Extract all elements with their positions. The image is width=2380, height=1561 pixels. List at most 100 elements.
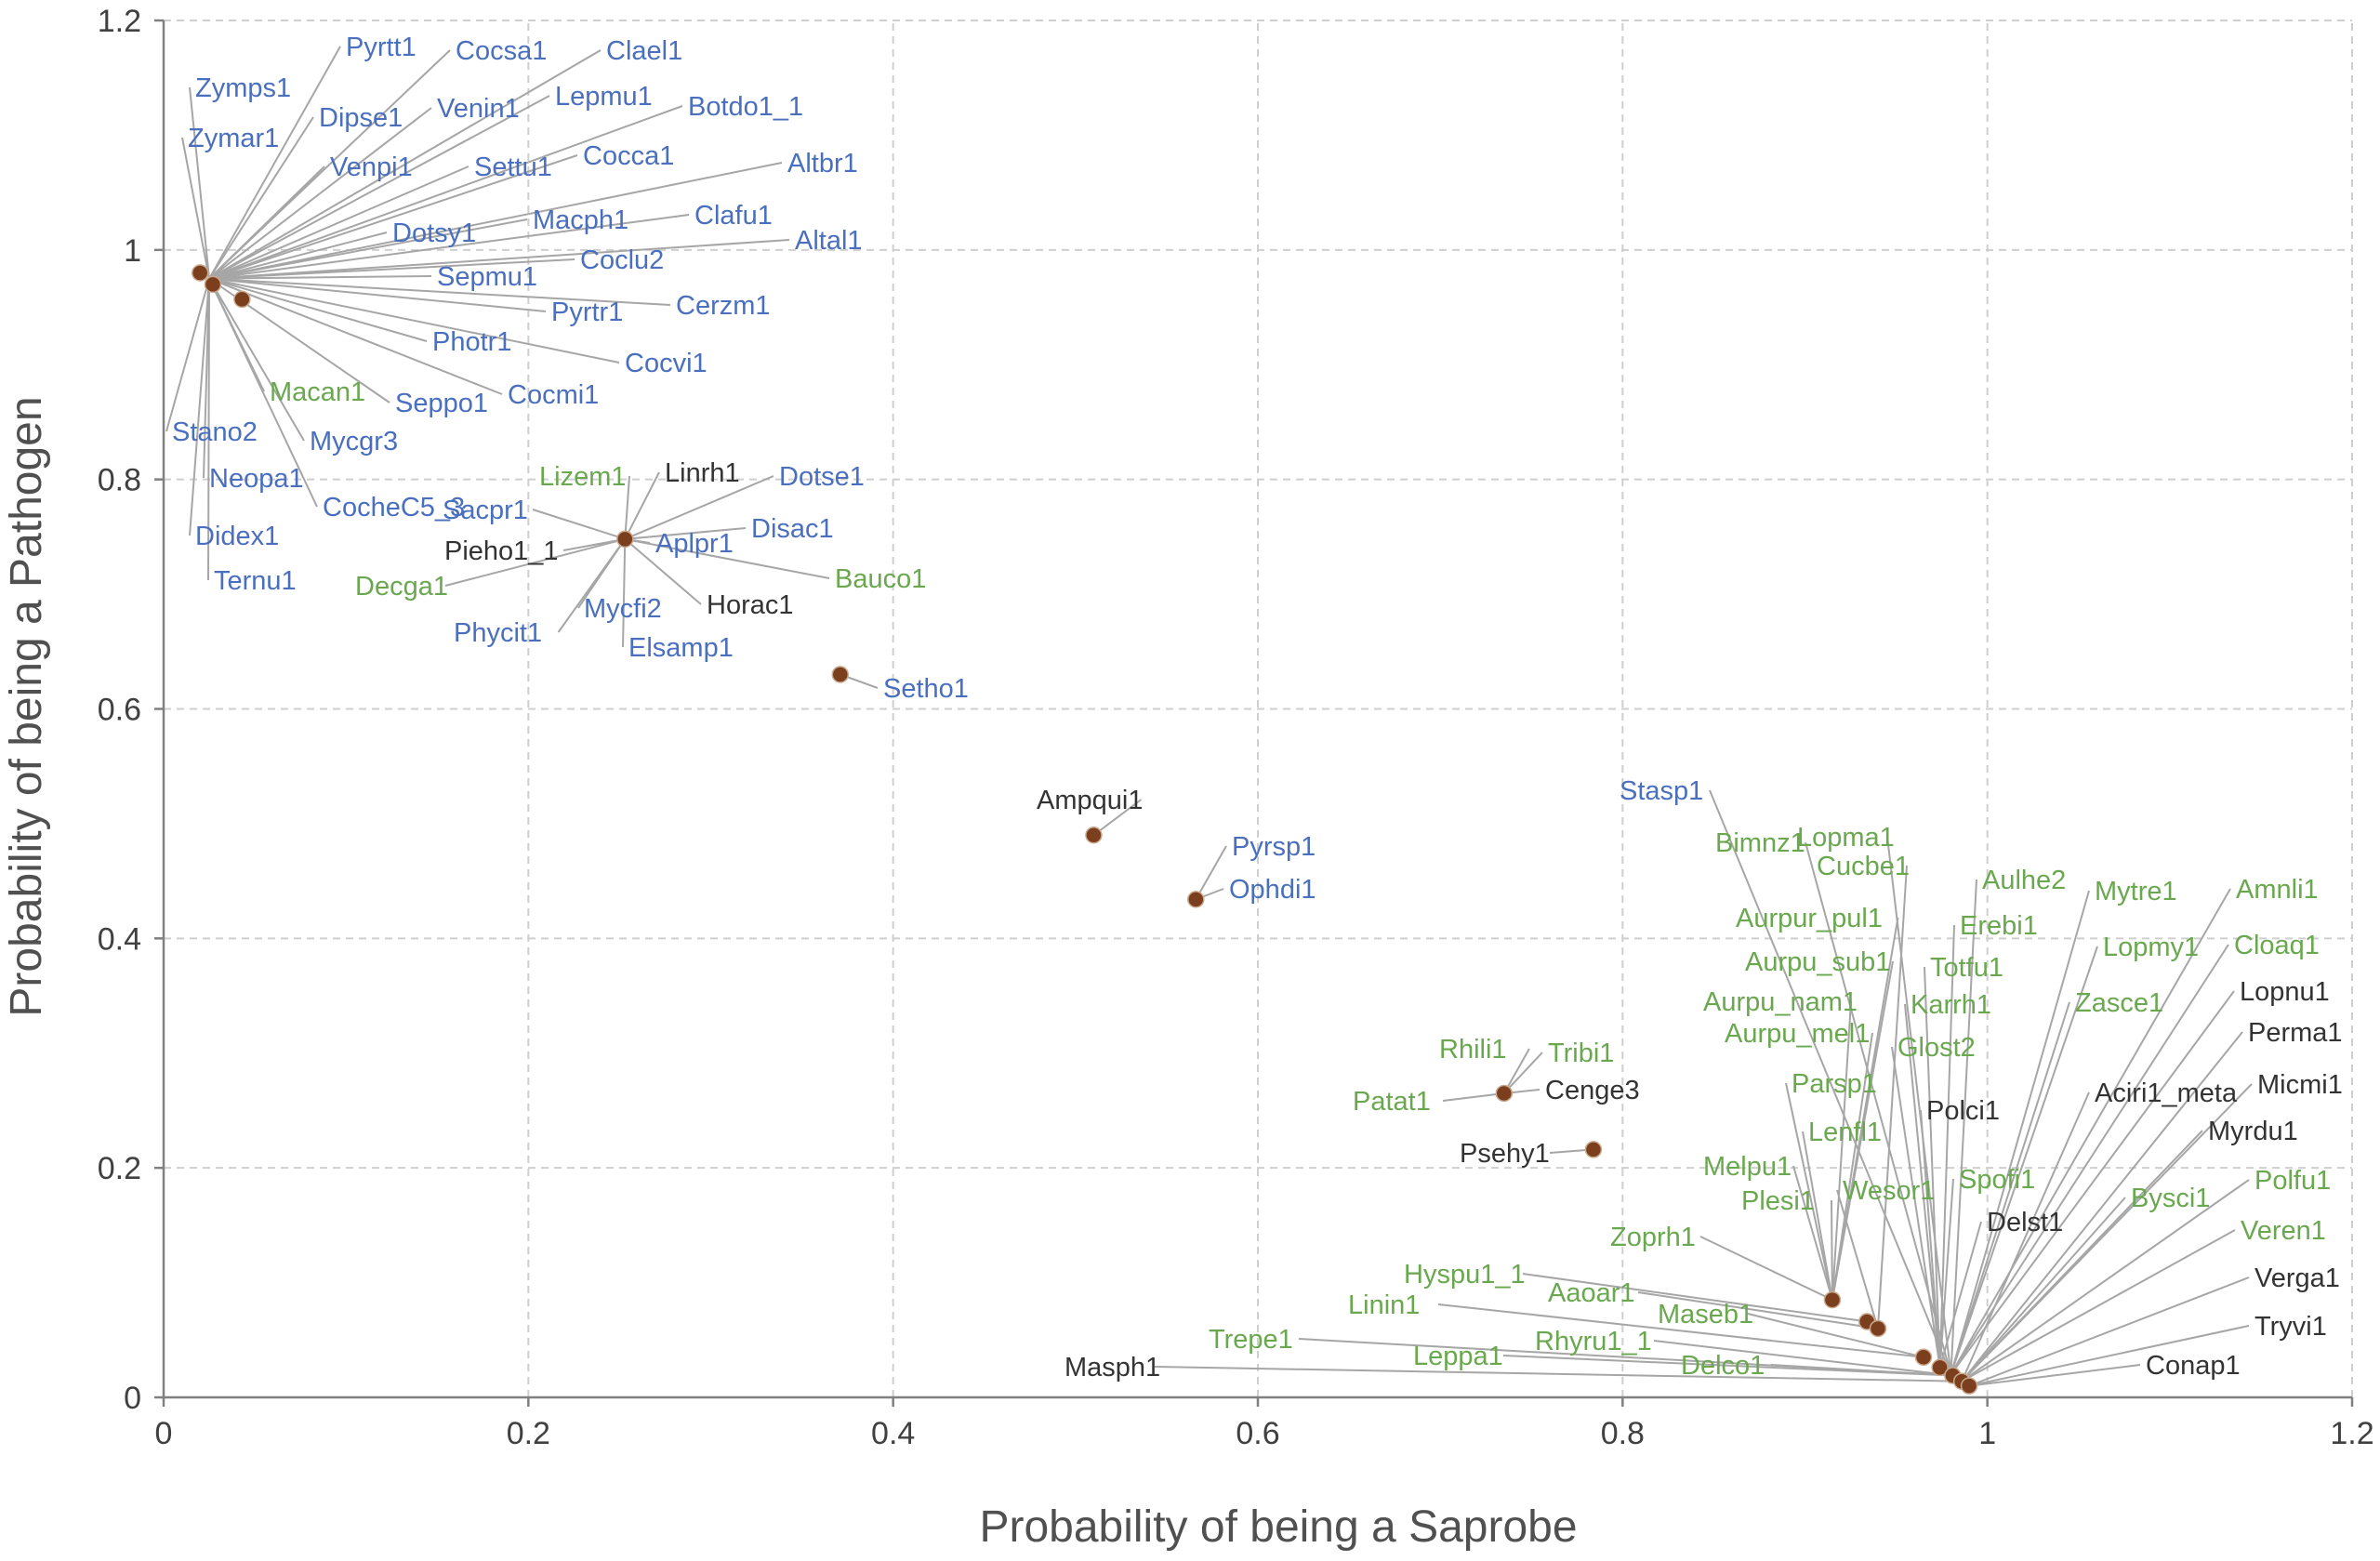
point-label: Zymps1 [195, 73, 291, 103]
leader-line [1831, 1032, 1873, 1301]
point-label: Lopmy1 [2103, 933, 2199, 962]
leader-line [1709, 789, 1952, 1375]
leader-line [1950, 946, 2098, 1375]
point-label: Polci1 [1926, 1096, 2000, 1126]
point-label: Karrh1 [1911, 990, 1991, 1020]
data-points [191, 264, 1978, 1395]
point-label: Altbr1 [787, 149, 858, 179]
point-label: Totfu1 [1930, 953, 2003, 983]
point-label: Patat1 [1353, 1087, 1431, 1117]
leader-line [1891, 1046, 1941, 1369]
leader-line [208, 277, 547, 312]
data-point [1495, 1084, 1514, 1103]
point-label: Sacpr1 [443, 496, 528, 525]
point-label: Stano2 [172, 417, 258, 447]
leader-line [181, 137, 211, 279]
leader-line [1961, 1197, 2126, 1382]
point-label: Zoprh1 [1610, 1223, 1696, 1252]
point-label: Macan1 [270, 377, 365, 407]
point-label: Lopnu1 [2240, 977, 2330, 1007]
point-label: Cerzm1 [676, 291, 771, 321]
point-label: Aaoar1 [1548, 1278, 1635, 1308]
point-label: Seppo1 [395, 389, 488, 418]
data-point [1085, 827, 1103, 844]
point-label: Leppa1 [1413, 1342, 1503, 1371]
point-label: Parsp1 [1792, 1069, 1877, 1099]
point-label: Lepmu1 [555, 82, 653, 112]
point-label: Stasp1 [1620, 776, 1703, 806]
point-label: Aurpur_pul1 [1736, 904, 1883, 933]
data-point [831, 666, 850, 683]
leader-line [1154, 1366, 1963, 1382]
point-label: Cocvi1 [625, 349, 707, 378]
leader-line [1831, 1000, 1852, 1301]
point-label: Setho1 [883, 674, 969, 704]
point-label: Settu1 [474, 152, 552, 182]
point-label: Psehy1 [1460, 1139, 1550, 1169]
leader-line [208, 162, 783, 280]
leader-line [189, 86, 211, 279]
leader-line [444, 537, 626, 587]
point-label: Dotse1 [779, 462, 865, 492]
point-label: Aplpr1 [655, 529, 734, 559]
leader-line [1770, 1364, 1953, 1377]
leader-line [1950, 888, 2231, 1375]
leader-line [1920, 1109, 1941, 1368]
leader-line [1699, 1236, 1833, 1301]
leader-line [1961, 1091, 2090, 1382]
leader-line [208, 214, 690, 280]
grid [164, 20, 2353, 1397]
leader-line [208, 278, 305, 442]
leader-line [1961, 1179, 2250, 1382]
leader-line [622, 538, 627, 648]
leader-line [208, 165, 325, 280]
point-label: Zasce1 [2075, 988, 2163, 1018]
leader-line [1961, 1229, 2236, 1382]
leader-line [1653, 1340, 1953, 1377]
leader-line [1950, 890, 2090, 1375]
point-label: Cenge3 [1545, 1076, 1640, 1105]
point-label: Pyrtr1 [551, 298, 623, 327]
leader-line [1961, 1130, 2203, 1382]
data-point [1823, 1290, 1842, 1309]
point-label: Didex1 [195, 522, 279, 551]
point-label: Polfu1 [2254, 1166, 2331, 1196]
point-label: Delst1 [1987, 1208, 2063, 1237]
leader-line [532, 509, 626, 540]
leader-line [208, 218, 528, 280]
point-label: Sepmu1 [437, 262, 537, 292]
data-point [1914, 1348, 1933, 1367]
point-label: Mycgr3 [310, 427, 398, 456]
leader-line [1502, 1355, 1953, 1377]
point-label: CocheC5_3 [323, 493, 465, 523]
point-label: Ampqui1 [1037, 786, 1143, 815]
leader-line [1938, 1178, 1954, 1368]
y-tick-label: 1 [124, 233, 141, 269]
point-label: Decga1 [355, 572, 448, 602]
point-label: Linrh1 [665, 458, 740, 488]
leader-line [1886, 836, 1952, 1375]
point-labels: Pyrtt1 Cocsa1 Clael1 Zymps1 Dipse1 Venin1 Lepm… [172, 33, 2343, 1382]
leader-line [208, 277, 671, 306]
leader-line [1876, 865, 1908, 1329]
point-label: Plesi1 [1741, 1186, 1815, 1216]
point-label: Aurpu_sub1 [1745, 947, 1890, 977]
point-label: Mytre1 [2095, 877, 2177, 906]
point-label: Altal1 [795, 226, 863, 256]
point-label: Cocmi1 [508, 380, 599, 410]
point-label: Cloaq1 [2234, 931, 2320, 960]
point-label: Pyrtt1 [346, 33, 416, 62]
leader-line [624, 538, 702, 605]
leader-line [208, 277, 428, 342]
leader-line [208, 232, 388, 280]
leader-line [1747, 1313, 1924, 1358]
data-point [1584, 1141, 1603, 1158]
x-tick-label: 0.8 [1601, 1416, 1645, 1451]
leader-line [1968, 1364, 2141, 1387]
point-label: Clafu1 [694, 201, 773, 231]
leader-line [625, 537, 830, 579]
point-label: Wesor1 [1843, 1176, 1935, 1206]
leader-line [208, 278, 318, 508]
leader-line [1437, 1303, 1924, 1358]
